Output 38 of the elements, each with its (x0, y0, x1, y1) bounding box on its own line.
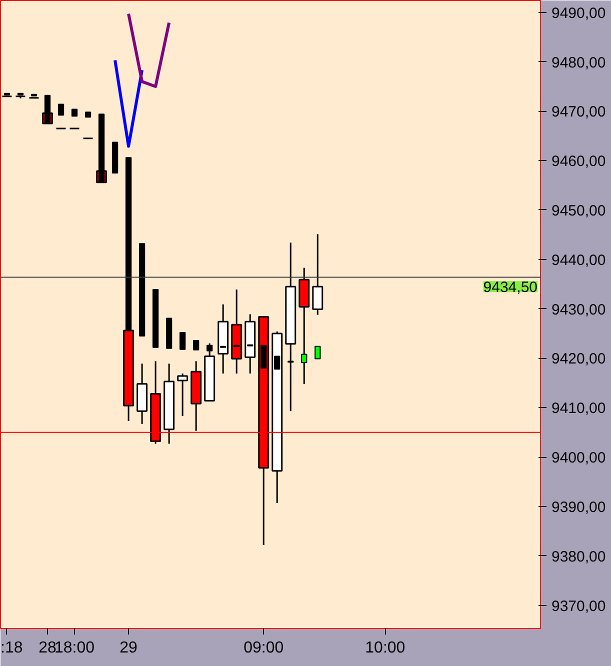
bar (44, 94, 51, 124)
x-tick-label: 28 (38, 640, 57, 656)
candlestick (312, 233, 324, 316)
bar (84, 112, 92, 118)
bar (193, 340, 200, 350)
x-tick-label: 09:00 (244, 640, 284, 656)
y-tick-label: 9430,00 (552, 301, 606, 318)
y-tick-label: 9490,00 (552, 4, 606, 22)
annotation: 9434,50 (483, 279, 538, 296)
y-tick-label: 9370,00 (552, 598, 606, 615)
y-tick-label: 9420,00 (552, 350, 606, 368)
y-tick-label: 9410,00 (552, 400, 606, 418)
y-tick-label: 9440,00 (552, 252, 606, 269)
y-tick-label: 9470,00 (552, 104, 606, 121)
bar (58, 104, 64, 116)
bar (112, 142, 118, 174)
bar (138, 243, 146, 336)
bar (98, 114, 105, 183)
x-tick-label: :18 (0, 640, 23, 656)
y-tick-label: 9480,00 (552, 54, 606, 72)
bar (260, 344, 267, 369)
x-tick-label: 18:00 (54, 640, 95, 656)
bar (274, 356, 280, 370)
bar (314, 346, 321, 360)
candlestick (177, 372, 188, 417)
y-tick-label: 9460,00 (552, 153, 606, 170)
y-tick-label: 9380,00 (552, 548, 606, 566)
x-tick-label: 29 (120, 640, 138, 656)
y-tick-label: 9450,00 (552, 202, 606, 220)
bar (152, 289, 159, 348)
y-tick-label: 9390,00 (552, 498, 606, 516)
line-series (127, 12, 171, 88)
x-tick-label: 10:00 (365, 640, 406, 656)
bar (166, 318, 172, 349)
bar (206, 344, 213, 352)
y-tick-label: 9400,00 (552, 450, 606, 467)
bar (71, 108, 78, 117)
bar (180, 332, 186, 350)
